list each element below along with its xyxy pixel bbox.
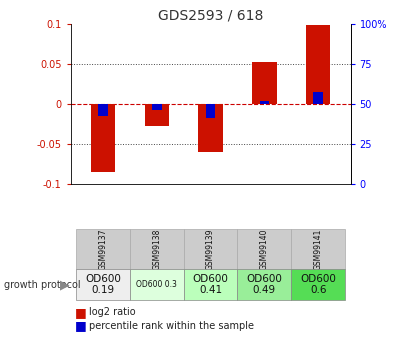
Bar bbox=[184, 229, 237, 269]
Bar bbox=[76, 229, 130, 269]
Bar bbox=[237, 269, 291, 300]
Text: GSM99138: GSM99138 bbox=[152, 229, 161, 270]
Bar bbox=[152, 104, 162, 110]
Bar bbox=[130, 269, 184, 300]
Text: percentile rank within the sample: percentile rank within the sample bbox=[89, 321, 253, 331]
Bar bbox=[98, 104, 108, 116]
Bar bbox=[184, 269, 237, 300]
Bar bbox=[76, 269, 130, 300]
Bar bbox=[145, 104, 169, 126]
Bar bbox=[91, 104, 115, 172]
Text: GSM99139: GSM99139 bbox=[206, 228, 215, 270]
Text: ■: ■ bbox=[75, 306, 86, 319]
Bar bbox=[291, 269, 345, 300]
Bar bbox=[206, 104, 216, 118]
Text: growth protocol: growth protocol bbox=[4, 280, 81, 289]
Bar bbox=[260, 101, 269, 104]
Text: OD600 0.3: OD600 0.3 bbox=[136, 280, 177, 289]
Title: GDS2593 / 618: GDS2593 / 618 bbox=[158, 9, 263, 23]
Text: OD600
0.41: OD600 0.41 bbox=[193, 274, 229, 295]
Bar bbox=[252, 62, 276, 104]
Text: GSM99137: GSM99137 bbox=[98, 228, 107, 270]
Text: ▶: ▶ bbox=[60, 278, 69, 291]
Text: GSM99140: GSM99140 bbox=[260, 228, 269, 270]
Text: ■: ■ bbox=[75, 319, 86, 333]
Text: OD600
0.6: OD600 0.6 bbox=[300, 274, 336, 295]
Text: OD600
0.19: OD600 0.19 bbox=[85, 274, 121, 295]
Bar bbox=[314, 92, 323, 104]
Text: OD600
0.49: OD600 0.49 bbox=[247, 274, 283, 295]
Bar bbox=[237, 229, 291, 269]
Bar bbox=[130, 229, 184, 269]
Bar bbox=[306, 25, 330, 104]
Bar bbox=[291, 229, 345, 269]
Text: log2 ratio: log2 ratio bbox=[89, 307, 135, 317]
Text: GSM99141: GSM99141 bbox=[314, 229, 323, 270]
Bar bbox=[198, 104, 223, 152]
